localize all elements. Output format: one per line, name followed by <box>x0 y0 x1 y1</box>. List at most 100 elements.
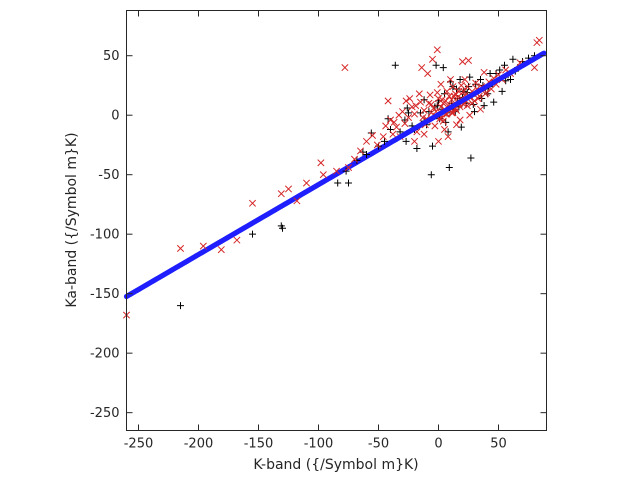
x-marker <box>460 87 468 95</box>
plus-marker <box>444 128 452 136</box>
plus-marker <box>249 230 256 238</box>
plus-marker <box>425 108 433 116</box>
x-marker <box>535 36 543 44</box>
x-marker <box>430 104 438 112</box>
x-marker <box>373 141 381 149</box>
x-marker <box>458 58 467 66</box>
plus-marker <box>177 302 184 310</box>
plus-marker <box>490 98 498 106</box>
x-marker <box>401 119 409 128</box>
plus-marker <box>279 224 286 232</box>
y-axis-label: Ka-band ({/Symbol m}K) <box>64 132 80 307</box>
x-marker <box>446 75 455 84</box>
plus-marker <box>402 137 410 145</box>
x-marker <box>418 64 426 72</box>
x-marker <box>319 171 327 179</box>
y-tick-label: -50 <box>98 168 119 183</box>
plus-marker <box>367 129 375 137</box>
data-marks <box>122 36 547 319</box>
x-marker <box>317 159 325 167</box>
x-tick-label: -50 <box>368 437 389 452</box>
x-marker <box>410 110 419 118</box>
x-marker <box>415 90 423 98</box>
x-marker <box>199 242 207 250</box>
x-marker <box>384 97 392 105</box>
plus-marker <box>403 104 411 112</box>
x-marker <box>448 96 456 104</box>
y-tick-label: -150 <box>90 287 120 302</box>
x-marker <box>379 133 387 141</box>
plus-marker <box>471 108 478 116</box>
plus-marker <box>401 116 409 124</box>
x-marker <box>402 97 410 105</box>
plus-marker <box>467 154 475 162</box>
x-marker <box>433 46 441 54</box>
plus-marker <box>501 61 508 69</box>
plus-marker <box>442 118 450 126</box>
x-marker <box>217 246 225 254</box>
tick-labels: -250 -200 -150 -100 -50 0 50 -250 -200 -150 -100 -5… <box>90 49 507 451</box>
axis-ticks <box>126 10 547 431</box>
x-marker <box>293 197 301 205</box>
x-marker <box>437 80 445 88</box>
x-marker <box>420 106 428 114</box>
x-marker <box>410 137 419 145</box>
plus-marker <box>396 128 404 136</box>
x-marker <box>480 68 488 76</box>
plus-marker <box>456 76 464 84</box>
plus-marker <box>445 164 453 172</box>
x-marker <box>461 75 469 84</box>
x-marker <box>362 137 371 145</box>
y-tick-label: -100 <box>90 228 120 243</box>
x-marker <box>464 56 473 65</box>
plus-marker <box>486 70 494 78</box>
x-marker <box>302 179 311 187</box>
x-marker <box>474 94 482 103</box>
x-marker <box>451 90 459 98</box>
plus-marker <box>427 171 435 179</box>
plus-marker <box>429 142 436 150</box>
plus-marker <box>509 55 517 63</box>
x-marker <box>443 87 451 95</box>
x-tick-label: -150 <box>244 437 274 452</box>
y-tick-label: -200 <box>90 347 120 362</box>
x-marker <box>398 108 407 116</box>
x-marker <box>406 94 414 103</box>
x-tick-label: -200 <box>184 437 214 452</box>
x-marker <box>427 100 435 109</box>
x-marker <box>284 185 293 193</box>
plus-marker <box>439 64 447 72</box>
plus-marker <box>480 102 488 110</box>
x-marker <box>457 81 465 90</box>
y-tick-label: 0 <box>111 109 119 124</box>
x-marker <box>420 130 428 138</box>
x-marker <box>368 131 377 139</box>
x-tick-label: 0 <box>434 437 442 452</box>
x-marker <box>456 116 464 124</box>
x-tick-label: -100 <box>304 437 334 452</box>
x-marker <box>248 199 257 207</box>
plus-marker <box>413 145 421 153</box>
x-marker <box>426 91 434 99</box>
x-marker <box>452 121 461 129</box>
y-tick-label: -250 <box>90 406 120 421</box>
plus-marker <box>353 156 361 164</box>
plus-marker <box>498 87 506 95</box>
x-marker <box>390 118 398 126</box>
plus-marker <box>420 96 428 104</box>
plus-marker <box>496 66 504 74</box>
x-marker <box>386 116 395 124</box>
x-tick-label: -250 <box>124 437 154 452</box>
plus-marker <box>334 179 342 187</box>
x-marker <box>412 102 420 110</box>
x-marker <box>440 125 449 134</box>
x-marker <box>341 64 349 72</box>
x-marker <box>277 190 285 198</box>
x-marker <box>472 79 480 87</box>
y-tick-label: 50 <box>103 49 120 64</box>
x-marker <box>428 55 437 63</box>
plus-marker <box>345 179 352 187</box>
x-marker <box>530 64 539 72</box>
